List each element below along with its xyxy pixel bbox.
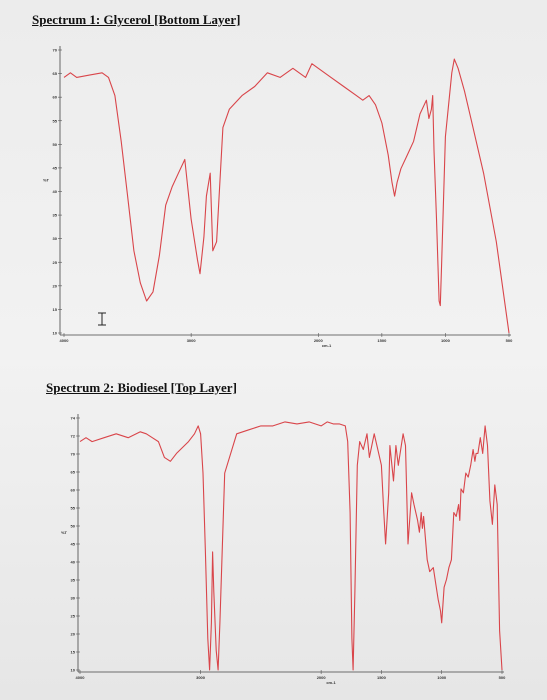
y-axis-label: %T	[61, 530, 68, 535]
y-tick-label: 65	[53, 71, 58, 76]
x-tick-label: 1000	[437, 675, 447, 680]
text-cursor-icon	[98, 312, 106, 326]
y-tick-label: 65	[71, 470, 76, 475]
x-tick-label: 1500	[377, 675, 387, 680]
x-tick-label: 2000	[317, 675, 327, 680]
y-tick-label: 45	[53, 165, 58, 170]
x-tick-label: 2000	[314, 338, 324, 343]
y-tick-label: 20	[53, 283, 58, 288]
y-tick-label: 72	[71, 434, 76, 439]
y-axis-label: %T	[43, 178, 50, 183]
y-tick-label: 10	[53, 331, 58, 336]
y-tick-label: 35	[71, 578, 76, 583]
spectrum-2-trace	[79, 421, 503, 671]
y-tick-label: 30	[71, 596, 76, 601]
y-tick-label: 10	[71, 668, 76, 673]
y-tick-label: 60	[53, 95, 58, 100]
y-tick-label: 55	[53, 118, 58, 123]
y-tick-label: 70	[71, 452, 76, 457]
spectrum-1-title: Spectrum 1: Glycerol [Bottom Layer]	[32, 12, 241, 27]
x-axis-label: cm-1	[322, 343, 332, 348]
y-tick-label: 20	[71, 632, 76, 637]
y-tick-label: 15	[71, 650, 76, 655]
y-tick-label: 30	[53, 236, 58, 241]
y-tick-label: 40	[53, 189, 58, 194]
y-tick-label: 70	[53, 48, 58, 53]
y-tick-label: 15	[53, 307, 58, 312]
y-tick-label: 55	[71, 506, 76, 511]
x-tick-label: 500	[506, 338, 513, 343]
y-tick-label: 50	[71, 524, 76, 529]
spectrum-1-trace	[63, 58, 510, 334]
y-tick-label: 60	[71, 488, 76, 493]
y-tick-label: 25	[53, 260, 58, 265]
x-tick-label: 3000	[187, 338, 197, 343]
x-tick-label: 1500	[377, 338, 387, 343]
spectrum-2-title: Spectrum 2: Biodiesel [Top Layer]	[46, 380, 237, 395]
y-tick-label: 35	[53, 213, 58, 218]
x-tick-label: 3000	[196, 675, 206, 680]
y-tick-label: 40	[71, 560, 76, 565]
x-tick-label: 4000	[60, 338, 70, 343]
x-axis-label: cm-1	[326, 680, 336, 685]
y-tick-label: 50	[53, 142, 58, 147]
y-tick-label: 25	[71, 614, 76, 619]
x-tick-label: 1000	[441, 338, 451, 343]
x-tick-label: 4000	[76, 675, 86, 680]
x-tick-label: 500	[499, 675, 506, 680]
y-tick-label: 74	[71, 416, 76, 421]
y-tick-label: 45	[71, 542, 76, 547]
